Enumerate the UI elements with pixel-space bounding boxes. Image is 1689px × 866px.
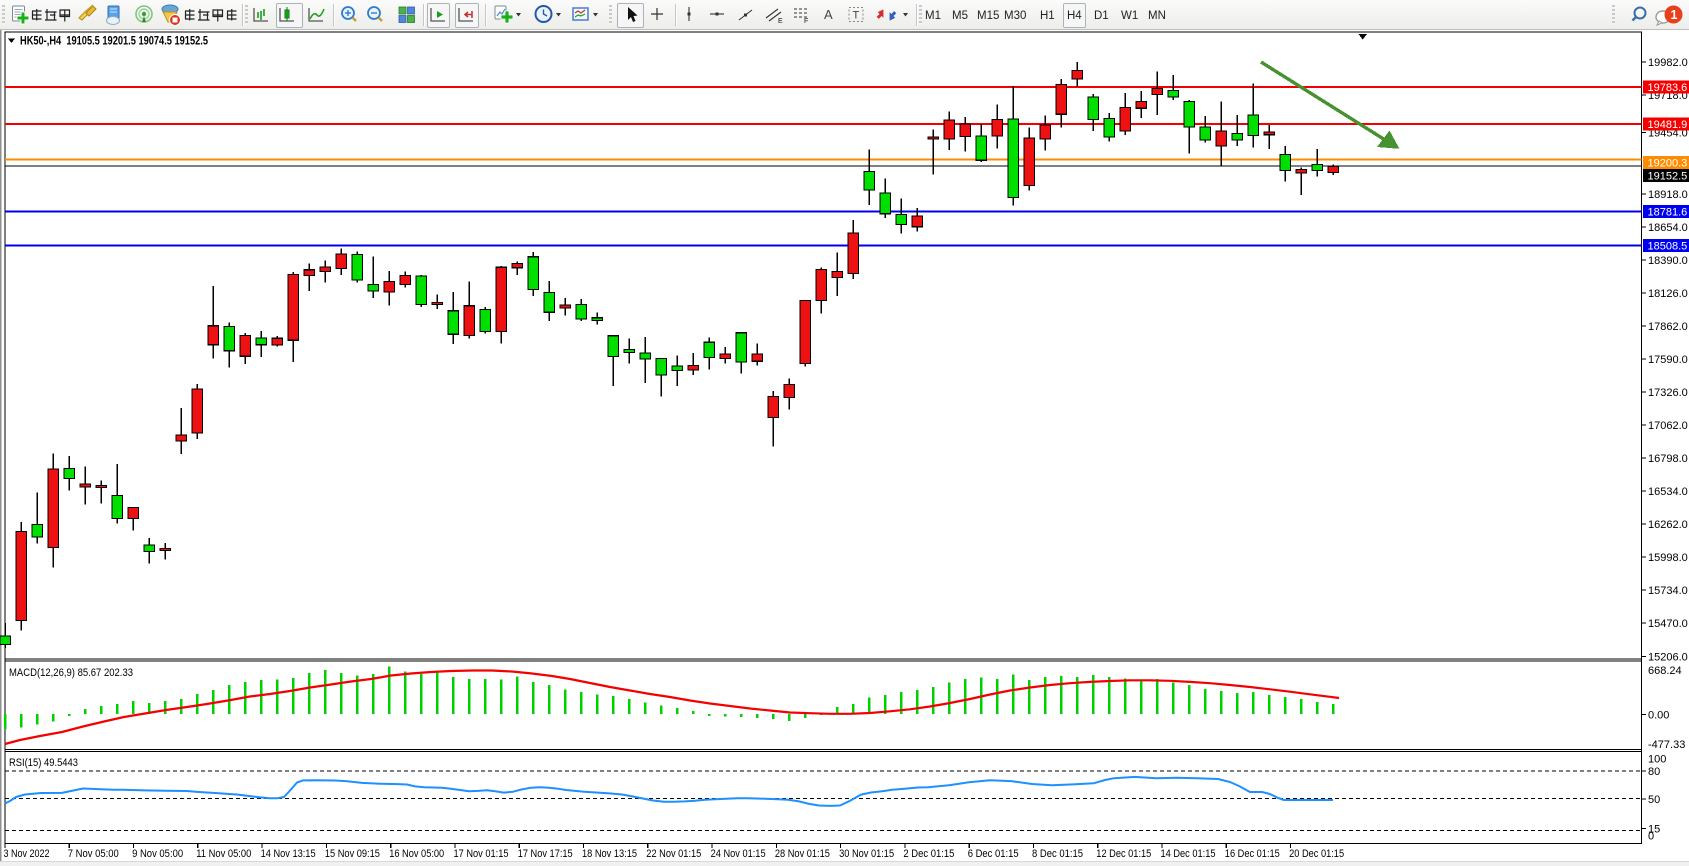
svg-text:24 Nov 01:15: 24 Nov 01:15 bbox=[711, 848, 766, 860]
svg-text:18 Nov 13:15: 18 Nov 13:15 bbox=[582, 848, 637, 860]
svg-text:20 Dec 01:15: 20 Dec 01:15 bbox=[1289, 848, 1344, 860]
svg-text:M5: M5 bbox=[952, 10, 968, 22]
svg-text:M1: M1 bbox=[925, 10, 941, 22]
svg-text:18390.0: 18390.0 bbox=[1648, 255, 1688, 267]
svg-text:668.24: 668.24 bbox=[1648, 665, 1682, 677]
svg-text:18508.5: 18508.5 bbox=[1648, 241, 1688, 253]
svg-text:12 Dec 01:15: 12 Dec 01:15 bbox=[1096, 848, 1151, 860]
svg-text:0.00: 0.00 bbox=[1648, 710, 1669, 722]
svg-text:17326.0: 17326.0 bbox=[1648, 387, 1688, 399]
svg-text:H4: H4 bbox=[1067, 10, 1082, 22]
svg-text:RSI(15) 49.5443: RSI(15) 49.5443 bbox=[9, 757, 78, 769]
svg-text:19783.6: 19783.6 bbox=[1648, 82, 1688, 94]
svg-text:16 Dec 01:15: 16 Dec 01:15 bbox=[1225, 848, 1280, 860]
svg-text:9 Nov 05:00: 9 Nov 05:00 bbox=[132, 848, 183, 860]
svg-text:15470.0: 15470.0 bbox=[1648, 618, 1688, 630]
svg-text:18126.0: 18126.0 bbox=[1648, 288, 1688, 300]
svg-text:19982.0: 19982.0 bbox=[1648, 57, 1688, 69]
svg-text:22 Nov 01:15: 22 Nov 01:15 bbox=[646, 848, 701, 860]
svg-text:3 Nov 2022: 3 Nov 2022 bbox=[4, 848, 50, 860]
svg-text:18918.0: 18918.0 bbox=[1648, 189, 1688, 201]
svg-text:28 Nov 01:15: 28 Nov 01:15 bbox=[775, 848, 830, 860]
svg-text:17 Nov 17:15: 17 Nov 17:15 bbox=[518, 848, 573, 860]
svg-text:19200.3: 19200.3 bbox=[1648, 157, 1688, 169]
svg-text:A: A bbox=[824, 7, 833, 22]
svg-text:19152.5: 19152.5 bbox=[1648, 170, 1688, 182]
svg-text:6 Dec 01:15: 6 Dec 01:15 bbox=[968, 848, 1019, 860]
svg-text:HK50-,H4 19105.5 19201.5 1907: HK50-,H4 19105.5 19201.5 19074.5 19152.5 bbox=[20, 36, 208, 48]
svg-text:0: 0 bbox=[1648, 831, 1654, 843]
svg-text:M15: M15 bbox=[977, 10, 999, 22]
svg-text:7 Nov 05:00: 7 Nov 05:00 bbox=[68, 848, 119, 860]
svg-text:16798.0: 16798.0 bbox=[1648, 453, 1688, 465]
svg-text:-477.33: -477.33 bbox=[1648, 739, 1685, 751]
svg-text:15734.0: 15734.0 bbox=[1648, 585, 1688, 597]
svg-text:50: 50 bbox=[1648, 794, 1660, 806]
svg-text:D1: D1 bbox=[1094, 10, 1109, 22]
svg-text:8 Dec 01:15: 8 Dec 01:15 bbox=[1032, 848, 1083, 860]
svg-text:16262.0: 16262.0 bbox=[1648, 519, 1688, 531]
svg-text:T: T bbox=[853, 10, 860, 22]
svg-text:F: F bbox=[804, 18, 808, 25]
svg-text:14 Nov 13:15: 14 Nov 13:15 bbox=[261, 848, 316, 860]
svg-text:E: E bbox=[778, 18, 783, 25]
svg-text:16 Nov 05:00: 16 Nov 05:00 bbox=[389, 848, 444, 860]
svg-text:MN: MN bbox=[1148, 10, 1166, 22]
svg-text:18781.6: 18781.6 bbox=[1648, 207, 1688, 219]
svg-text:11 Nov 05:00: 11 Nov 05:00 bbox=[196, 848, 251, 860]
svg-text:17 Nov 01:15: 17 Nov 01:15 bbox=[454, 848, 509, 860]
svg-text:100: 100 bbox=[1648, 754, 1666, 766]
svg-text:W1: W1 bbox=[1121, 10, 1138, 22]
svg-text:14 Dec 01:15: 14 Dec 01:15 bbox=[1161, 848, 1216, 860]
svg-text:15: 15 bbox=[1648, 824, 1660, 836]
svg-text:MACD(12,26,9) 85.67 202.33: MACD(12,26,9) 85.67 202.33 bbox=[9, 667, 133, 679]
svg-text:15206.0: 15206.0 bbox=[1648, 652, 1688, 664]
svg-text:2 Dec 01:15: 2 Dec 01:15 bbox=[903, 848, 954, 860]
svg-text:15 Nov 09:15: 15 Nov 09:15 bbox=[325, 848, 380, 860]
svg-text:M30: M30 bbox=[1004, 10, 1026, 22]
svg-text:19481.9: 19481.9 bbox=[1648, 119, 1688, 131]
svg-text:18654.0: 18654.0 bbox=[1648, 222, 1688, 234]
svg-text:30 Nov 01:15: 30 Nov 01:15 bbox=[839, 848, 894, 860]
svg-text:1: 1 bbox=[1671, 8, 1678, 22]
svg-text:17062.0: 17062.0 bbox=[1648, 420, 1688, 432]
svg-text:17590.0: 17590.0 bbox=[1648, 354, 1688, 366]
svg-text:H1: H1 bbox=[1040, 10, 1055, 22]
svg-text:17862.0: 17862.0 bbox=[1648, 321, 1688, 333]
svg-text:80: 80 bbox=[1648, 766, 1660, 778]
svg-text:15998.0: 15998.0 bbox=[1648, 552, 1688, 564]
svg-text:16534.0: 16534.0 bbox=[1648, 486, 1688, 498]
